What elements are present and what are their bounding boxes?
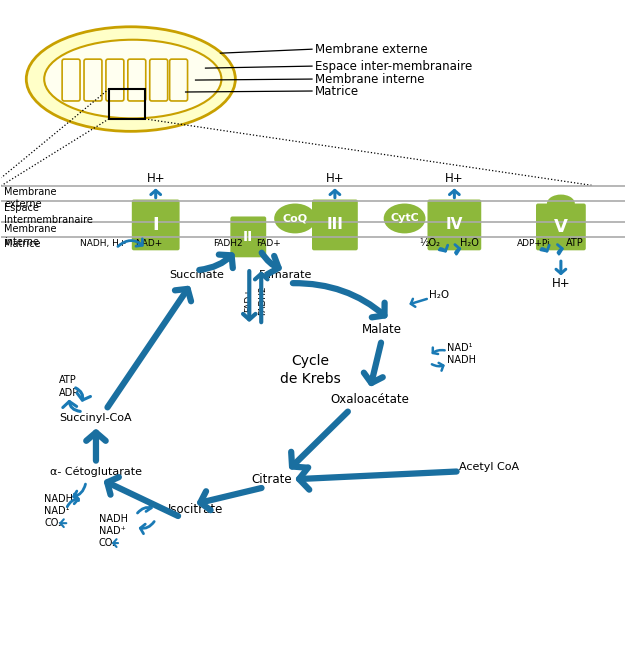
FancyBboxPatch shape <box>428 199 481 250</box>
Text: FAD+: FAD+ <box>244 288 253 313</box>
Ellipse shape <box>547 195 575 213</box>
Text: III: III <box>327 217 343 232</box>
Text: II: II <box>243 230 254 244</box>
Text: FADH2: FADH2 <box>213 239 243 248</box>
Text: Succinate: Succinate <box>169 270 224 280</box>
Text: H+: H+ <box>552 277 570 290</box>
Text: Acetyl CoA: Acetyl CoA <box>459 463 520 472</box>
Text: NADH: NADH <box>44 494 73 504</box>
Text: NAD+: NAD+ <box>135 239 162 248</box>
FancyBboxPatch shape <box>150 59 168 101</box>
Text: NAD⁺: NAD⁺ <box>99 526 126 536</box>
Text: NADH, H+: NADH, H+ <box>80 239 126 248</box>
Text: ATP: ATP <box>566 238 583 248</box>
FancyBboxPatch shape <box>132 199 180 250</box>
Text: α- Cétoglutarate: α- Cétoglutarate <box>50 466 142 476</box>
Bar <box>109 89 145 119</box>
Text: CO₂: CO₂ <box>44 519 63 528</box>
Ellipse shape <box>26 27 235 132</box>
Text: I: I <box>152 216 159 234</box>
FancyBboxPatch shape <box>536 203 586 250</box>
FancyBboxPatch shape <box>170 59 188 101</box>
Text: NAD¹: NAD¹ <box>448 343 473 353</box>
FancyBboxPatch shape <box>230 216 266 257</box>
Text: Cycle
de Krebs: Cycle de Krebs <box>280 353 341 386</box>
Text: NADH: NADH <box>448 355 476 365</box>
Text: H+: H+ <box>445 172 464 185</box>
Text: Malate: Malate <box>362 324 402 336</box>
Text: Matrice: Matrice <box>4 240 41 249</box>
Ellipse shape <box>274 203 316 234</box>
Ellipse shape <box>384 203 426 234</box>
Text: Espace inter-membranaire: Espace inter-membranaire <box>315 60 472 72</box>
Text: ADP: ADP <box>59 388 80 397</box>
Text: CO₂: CO₂ <box>99 538 117 548</box>
Ellipse shape <box>44 39 222 118</box>
FancyBboxPatch shape <box>312 199 358 250</box>
Text: Membrane externe: Membrane externe <box>315 43 428 56</box>
Text: Membrane
interne: Membrane interne <box>4 224 57 247</box>
Text: V: V <box>554 218 568 236</box>
Text: CytC: CytC <box>390 213 419 224</box>
Text: Membrane interne: Membrane interne <box>315 72 424 86</box>
Text: H₂O: H₂O <box>429 290 449 300</box>
Text: FADH2: FADH2 <box>258 286 267 315</box>
Text: ATP: ATP <box>59 375 77 385</box>
Text: Espace
Intermembranaire: Espace Intermembranaire <box>4 203 93 225</box>
Text: ADP+Pi: ADP+Pi <box>517 239 551 248</box>
Text: ½O₂: ½O₂ <box>419 238 440 248</box>
Text: H₂O: H₂O <box>460 238 479 248</box>
FancyBboxPatch shape <box>106 59 124 101</box>
FancyBboxPatch shape <box>84 59 102 101</box>
Text: H+: H+ <box>326 172 344 185</box>
Text: IV: IV <box>446 217 463 232</box>
Text: Oxaloacétate: Oxaloacétate <box>331 393 409 406</box>
Text: H+: H+ <box>146 172 165 185</box>
Text: Citrate: Citrate <box>252 473 292 486</box>
FancyBboxPatch shape <box>62 59 80 101</box>
Text: CoQ: CoQ <box>282 213 307 224</box>
Text: NAD¹: NAD¹ <box>44 506 69 517</box>
Text: Isocitrate: Isocitrate <box>168 503 223 516</box>
Text: NADH: NADH <box>99 514 128 524</box>
FancyBboxPatch shape <box>128 59 146 101</box>
Text: Membrane
externe: Membrane externe <box>4 187 57 209</box>
Text: FAD+: FAD+ <box>256 239 280 248</box>
Text: Fumarate: Fumarate <box>259 270 312 280</box>
Text: Succinyl-CoA: Succinyl-CoA <box>59 413 132 422</box>
Text: Matrice: Matrice <box>315 84 359 97</box>
